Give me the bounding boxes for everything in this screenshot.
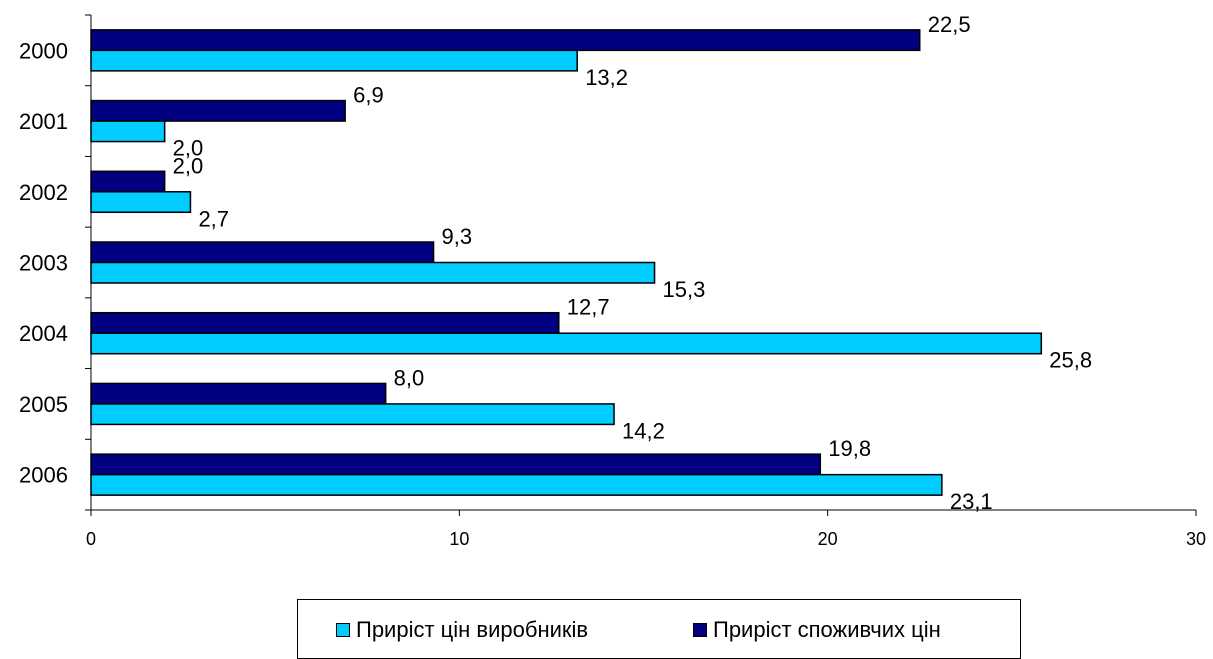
bar	[90, 382, 387, 405]
data-label: 25,8	[1049, 348, 1092, 373]
data-label: 14,2	[622, 418, 665, 443]
legend-item-consumer: Приріст споживчих цін	[693, 617, 941, 643]
data-label: 19,8	[828, 436, 871, 461]
legend-label-producer: Приріст цін виробників	[356, 617, 589, 642]
data-label: 2,7	[198, 206, 229, 231]
data-label: 2,0	[173, 136, 204, 161]
bar	[90, 99, 346, 122]
bar	[90, 170, 166, 193]
bar	[90, 49, 578, 72]
bar	[90, 332, 1043, 355]
data-label: 2,0	[173, 153, 204, 178]
data-label: 8,0	[394, 365, 425, 390]
bar	[90, 473, 943, 496]
data-label: 12,7	[567, 295, 610, 320]
y-tick-label: 2005	[19, 392, 68, 417]
y-tick-label: 2000	[19, 38, 68, 63]
legend-item-producer: Приріст цін виробників	[336, 617, 588, 643]
bar-chart-svg: 0 10 20 30 2000 22,5 13,2 2001 6,9 2,0 2002 2,0 2,7 2…	[19, 12, 1206, 549]
x-tick-label: 20	[818, 529, 838, 549]
legend-swatch-consumer	[693, 623, 707, 637]
x-tick-label: 0	[86, 529, 96, 549]
y-tick-label: 2001	[19, 109, 68, 134]
bar	[90, 311, 560, 334]
legend: Приріст цін виробників Приріст споживчих…	[297, 599, 1021, 659]
bar	[90, 29, 921, 52]
legend-swatch-producer	[336, 623, 350, 637]
data-label: 23,1	[950, 489, 993, 514]
bar	[90, 261, 656, 284]
data-label: 13,2	[585, 65, 628, 90]
y-tick-label: 2004	[19, 321, 68, 346]
legend-label-consumer: Приріст споживчих цін	[713, 617, 941, 642]
bar	[90, 403, 615, 426]
data-label: 9,3	[442, 224, 473, 249]
bar	[90, 191, 192, 214]
y-tick-label: 2002	[19, 180, 68, 205]
bar	[90, 241, 435, 264]
x-tick-label: 10	[449, 529, 469, 549]
data-label: 6,9	[353, 83, 384, 108]
bar	[90, 453, 822, 476]
data-label: 15,3	[663, 277, 706, 302]
x-tick-label: 30	[1186, 529, 1206, 549]
bar	[90, 120, 166, 143]
y-tick-label: 2003	[19, 251, 68, 276]
data-label: 22,5	[928, 12, 971, 37]
y-tick-label: 2006	[19, 463, 68, 488]
